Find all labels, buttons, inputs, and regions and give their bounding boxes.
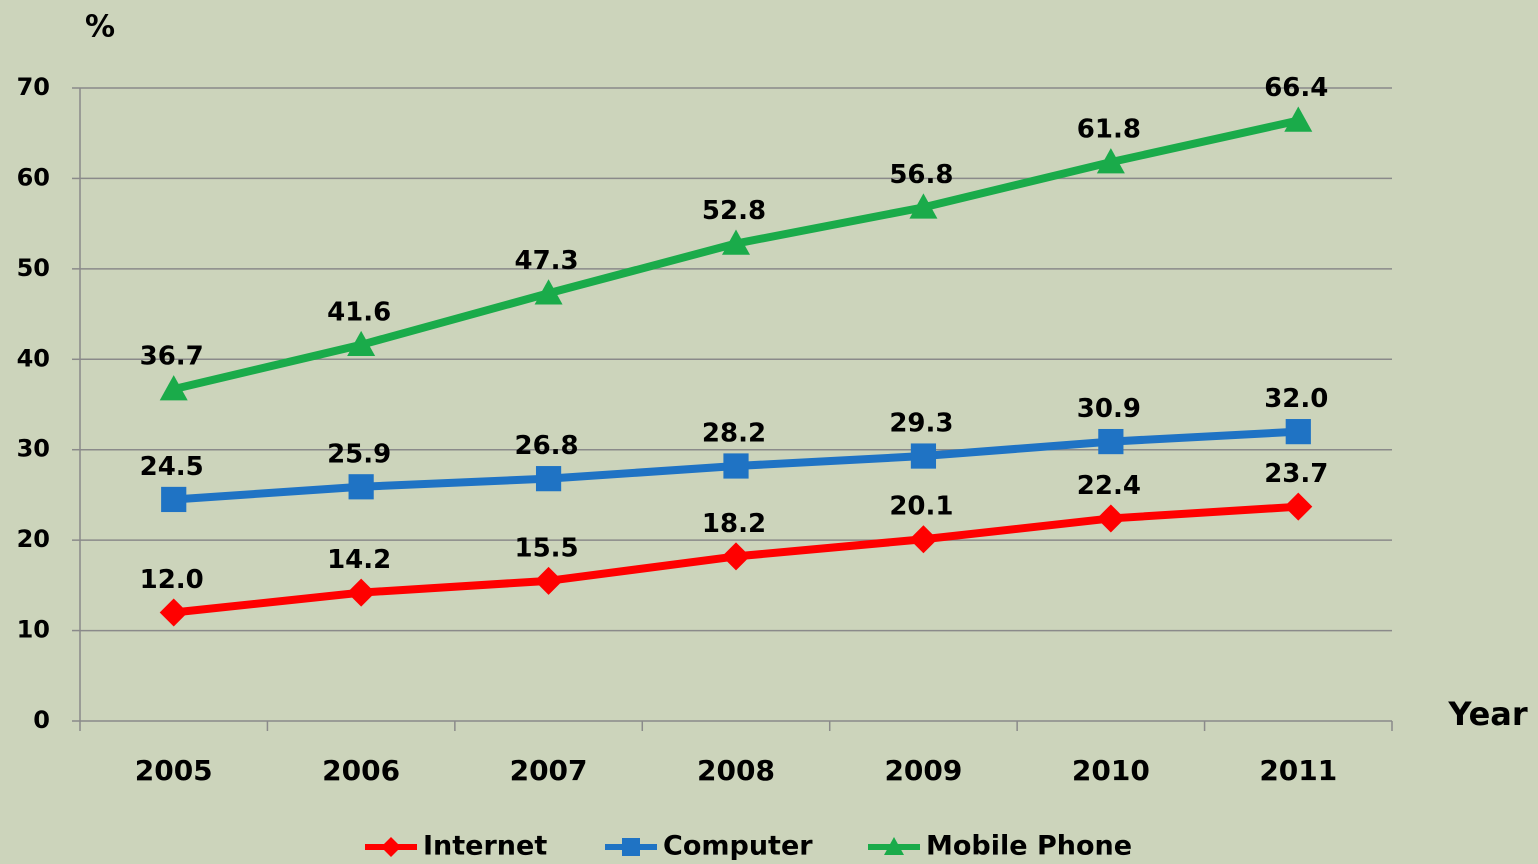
marker: [884, 837, 904, 855]
marker: [722, 542, 750, 571]
x-tick-label: 2005: [135, 754, 213, 787]
marker: [534, 566, 563, 595]
data-label: 52.8: [702, 196, 766, 226]
data-label: 18.2: [702, 509, 766, 539]
y-tick-label: 10: [17, 616, 50, 644]
marker: [161, 486, 187, 513]
data-label: 32.0: [1264, 384, 1328, 414]
data-label: 26.8: [514, 431, 578, 461]
marker: [909, 193, 938, 219]
marker: [1284, 106, 1313, 132]
marker: [347, 578, 376, 607]
y-axis-label: %: [85, 10, 115, 45]
data-label: 47.3: [514, 246, 578, 276]
x-tick-label: 2007: [510, 754, 588, 787]
marker: [347, 330, 376, 357]
x-axis-label: Year: [1447, 695, 1528, 733]
marker: [159, 598, 188, 627]
legend-label: Computer: [663, 831, 813, 862]
data-label: 56.8: [889, 160, 953, 190]
data-label: 61.8: [1077, 115, 1141, 145]
x-tick-label: 2006: [322, 754, 400, 787]
data-label: 23.7: [1264, 459, 1328, 489]
data-label: 30.9: [1077, 394, 1141, 424]
y-tick-label: 60: [17, 163, 50, 191]
y-tick-label: 20: [17, 525, 50, 553]
legend-label: Mobile Phone: [926, 831, 1132, 862]
marker: [1096, 504, 1125, 533]
marker: [535, 466, 562, 492]
data-label: 41.6: [327, 297, 391, 327]
marker: [723, 453, 749, 479]
y-tick-label: 0: [33, 706, 50, 734]
data-label: 24.5: [140, 452, 204, 482]
marker: [1284, 492, 1313, 521]
x-tick-label: 2008: [697, 754, 775, 787]
data-label: 15.5: [514, 533, 578, 563]
marker: [534, 279, 563, 305]
x-tick-label: 2009: [884, 754, 962, 787]
marker: [1285, 419, 1311, 445]
marker: [722, 229, 750, 255]
marker: [622, 838, 640, 856]
marker: [348, 474, 374, 500]
y-tick-label: 30: [17, 435, 50, 463]
x-tick-label: 2011: [1259, 754, 1337, 787]
data-label: 22.4: [1077, 471, 1141, 501]
legend-label: Internet: [423, 831, 547, 862]
marker: [1098, 428, 1124, 455]
y-tick-label: 40: [17, 344, 50, 372]
data-label: 12.0: [140, 565, 204, 595]
y-tick-label: 70: [17, 73, 50, 101]
data-label: 25.9: [327, 439, 391, 469]
data-label: 28.2: [702, 418, 766, 448]
data-label: 29.3: [889, 409, 953, 439]
y-tick-label: 50: [17, 254, 50, 282]
marker: [381, 837, 401, 857]
data-label: 36.7: [140, 342, 204, 372]
data-label: 66.4: [1264, 73, 1328, 103]
data-label: 20.1: [889, 492, 953, 522]
marker: [159, 375, 188, 401]
marker: [1096, 148, 1125, 174]
marker: [910, 443, 937, 469]
x-tick-label: 2010: [1072, 754, 1150, 787]
marker: [909, 525, 938, 554]
data-label: 14.2: [327, 545, 391, 575]
